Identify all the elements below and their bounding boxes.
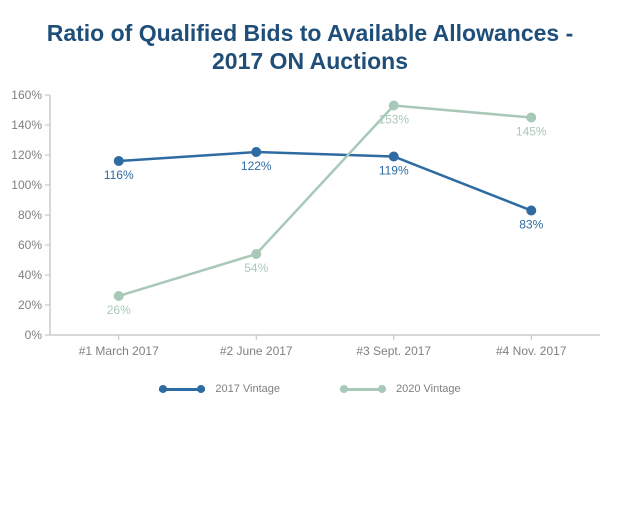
legend: 2017 Vintage 2020 Vintage	[0, 383, 620, 395]
legend-item: 2020 Vintage	[340, 383, 461, 395]
series-line	[119, 106, 532, 297]
data-point	[114, 156, 124, 166]
y-tick-label: 80%	[18, 208, 42, 222]
data-point	[251, 249, 261, 259]
data-point	[526, 113, 536, 123]
line-chart: 0% 20% 40% 60% 80% 100% 120% 140% 160% #1 March 2…	[0, 85, 620, 375]
y-tick-label: 60%	[18, 238, 42, 252]
data-label: 153%	[378, 113, 409, 127]
data-label: 116%	[104, 168, 134, 182]
data-point	[526, 206, 536, 216]
data-point	[389, 101, 399, 111]
chart-title: Ratio of Qualified Bids to Available All…	[0, 0, 620, 85]
legend-swatch	[159, 383, 205, 395]
data-label: 83%	[519, 218, 543, 232]
y-tick-label: 100%	[11, 178, 42, 192]
data-label: 26%	[107, 303, 131, 317]
y-tick-label: 160%	[11, 88, 42, 102]
data-label: 122%	[241, 159, 272, 173]
legend-item: 2017 Vintage	[159, 383, 280, 395]
data-label: 145%	[516, 125, 547, 139]
x-tick-label: #4 Nov. 2017	[496, 344, 567, 358]
data-point	[114, 291, 124, 301]
chart-area: 0% 20% 40% 60% 80% 100% 120% 140% 160% #1 March 2…	[0, 85, 620, 375]
y-tick-label: 20%	[18, 298, 42, 312]
x-tick-label: #3 Sept. 2017	[356, 344, 431, 358]
legend-label: 2017 Vintage	[215, 383, 280, 395]
y-tick-label: 120%	[11, 148, 42, 162]
y-tick-label: 140%	[11, 118, 42, 132]
x-tick-label: #2 June 2017	[220, 344, 293, 358]
legend-label: 2020 Vintage	[396, 383, 461, 395]
data-label: 54%	[244, 261, 268, 275]
y-tick-label: 0%	[25, 328, 43, 342]
data-label: 119%	[379, 164, 409, 178]
y-tick-label: 40%	[18, 268, 42, 282]
data-point	[389, 152, 399, 162]
legend-swatch	[340, 383, 386, 395]
data-point	[251, 147, 261, 157]
x-tick-label: #1 March 2017	[79, 344, 159, 358]
